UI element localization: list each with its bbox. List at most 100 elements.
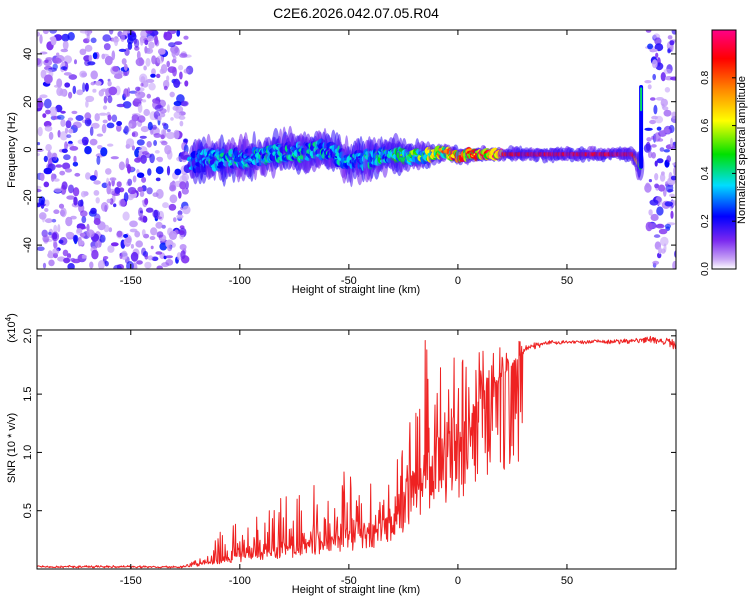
noise-speckle bbox=[37, 152, 40, 157]
noise-speckle bbox=[660, 236, 669, 247]
noise-speckle bbox=[168, 230, 178, 240]
snr-y-multiplier-exp: 4 bbox=[4, 316, 13, 321]
noise-speckle bbox=[114, 187, 121, 195]
noise-speckle bbox=[645, 221, 653, 232]
noise-speckle bbox=[136, 260, 143, 265]
spectrogram-y-tick-label: 20 bbox=[22, 96, 34, 108]
noise-speckle bbox=[57, 224, 61, 233]
noise-speckle bbox=[110, 242, 119, 247]
noise-speckle bbox=[79, 240, 84, 246]
noise-speckle bbox=[93, 180, 101, 185]
noise-speckle bbox=[45, 69, 53, 74]
noise-speckle bbox=[65, 216, 73, 227]
noise-speckle bbox=[49, 106, 58, 117]
noise-speckle bbox=[43, 98, 52, 109]
noise-speckle bbox=[168, 42, 176, 48]
noise-speckle bbox=[69, 146, 79, 151]
noise-speckle bbox=[40, 172, 45, 182]
noise-speckle bbox=[174, 168, 182, 176]
noise-speckle bbox=[42, 113, 47, 118]
noise-speckle bbox=[660, 72, 666, 82]
noise-speckle bbox=[644, 127, 653, 131]
noise-speckle bbox=[47, 149, 51, 159]
noise-speckle bbox=[169, 184, 177, 192]
noise-speckle bbox=[171, 50, 176, 58]
noise-speckle bbox=[166, 129, 171, 132]
noise-speckle bbox=[147, 121, 153, 131]
noise-speckle bbox=[160, 63, 168, 74]
noise-speckle bbox=[66, 195, 76, 200]
noise-speckle bbox=[116, 124, 122, 132]
noise-speckle bbox=[66, 253, 72, 259]
noise-speckle bbox=[130, 244, 134, 249]
noise-speckle bbox=[80, 210, 88, 217]
noise-speckle bbox=[156, 73, 161, 79]
noise-speckle bbox=[68, 128, 74, 134]
noise-speckle bbox=[184, 80, 189, 87]
noise-speckle bbox=[647, 84, 652, 90]
noise-speckle bbox=[65, 120, 72, 129]
noise-speckle bbox=[68, 184, 74, 194]
noise-speckle bbox=[144, 46, 148, 54]
noise-speckle bbox=[176, 252, 182, 261]
noise-speckle bbox=[649, 119, 656, 125]
noise-speckle bbox=[155, 216, 163, 220]
noise-speckle bbox=[137, 103, 143, 114]
noise-speckle bbox=[71, 110, 78, 115]
noise-speckle bbox=[75, 115, 84, 121]
noise-speckle bbox=[63, 72, 72, 76]
noise-speckle bbox=[131, 131, 139, 138]
noise-speckle bbox=[149, 236, 156, 240]
noise-speckle bbox=[651, 152, 656, 159]
colorbar-label: Normalized spectral amplitude bbox=[736, 76, 748, 224]
noise-speckle bbox=[648, 151, 653, 159]
noise-speckle bbox=[659, 173, 666, 182]
noise-speckle bbox=[166, 75, 170, 82]
noise-speckle bbox=[72, 187, 80, 197]
noise-speckle bbox=[64, 127, 69, 134]
noise-speckle bbox=[136, 172, 145, 178]
figure-title: C2E6.2026.042.07.05.R04 bbox=[273, 5, 439, 21]
noise-speckle bbox=[160, 134, 165, 140]
noise-speckle bbox=[65, 231, 74, 238]
noise-speckle bbox=[647, 43, 654, 50]
noise-speckle bbox=[129, 228, 138, 233]
noise-speckle bbox=[667, 35, 673, 40]
noise-speckle bbox=[125, 236, 132, 244]
noise-speckle bbox=[181, 173, 189, 182]
noise-speckle bbox=[180, 250, 186, 260]
noise-speckle bbox=[108, 188, 115, 195]
noise-speckle bbox=[74, 172, 81, 177]
noise-speckle bbox=[92, 88, 97, 93]
noise-speckle bbox=[154, 35, 159, 46]
spectrogram-y-tick-label: -20 bbox=[22, 189, 34, 205]
noise-speckle bbox=[104, 260, 109, 267]
noise-speckle bbox=[658, 184, 666, 192]
noise-speckle bbox=[662, 128, 671, 134]
noise-speckle bbox=[654, 43, 664, 52]
noise-speckle bbox=[663, 68, 672, 74]
noise-speckle bbox=[68, 140, 73, 145]
noise-speckle bbox=[671, 111, 676, 120]
noise-speckle bbox=[151, 68, 156, 76]
noise-speckle bbox=[76, 89, 84, 96]
snr-x-tick-label: 50 bbox=[561, 575, 573, 587]
colorbar: 0.0 0.2 0.4 0.6 0.8 Normalized spectral ampl… bbox=[700, 29, 748, 276]
noise-speckle bbox=[45, 144, 52, 152]
snr-y-tick-label: 1.0 bbox=[22, 445, 34, 460]
noise-speckle bbox=[63, 154, 71, 161]
noise-speckle bbox=[670, 175, 676, 181]
spectrogram-x-tick-label: -50 bbox=[341, 275, 357, 287]
noise-speckle bbox=[141, 176, 147, 183]
noise-speckle bbox=[145, 30, 153, 34]
noise-speckle bbox=[79, 232, 86, 237]
noise-speckle bbox=[659, 147, 665, 152]
noise-speckle bbox=[100, 147, 108, 157]
noise-speckle bbox=[147, 168, 152, 176]
noise-speckle bbox=[141, 229, 146, 237]
noise-speckle bbox=[183, 35, 189, 40]
noise-speckle bbox=[90, 70, 98, 80]
noise-speckle bbox=[173, 100, 182, 107]
noise-speckle bbox=[148, 82, 156, 91]
